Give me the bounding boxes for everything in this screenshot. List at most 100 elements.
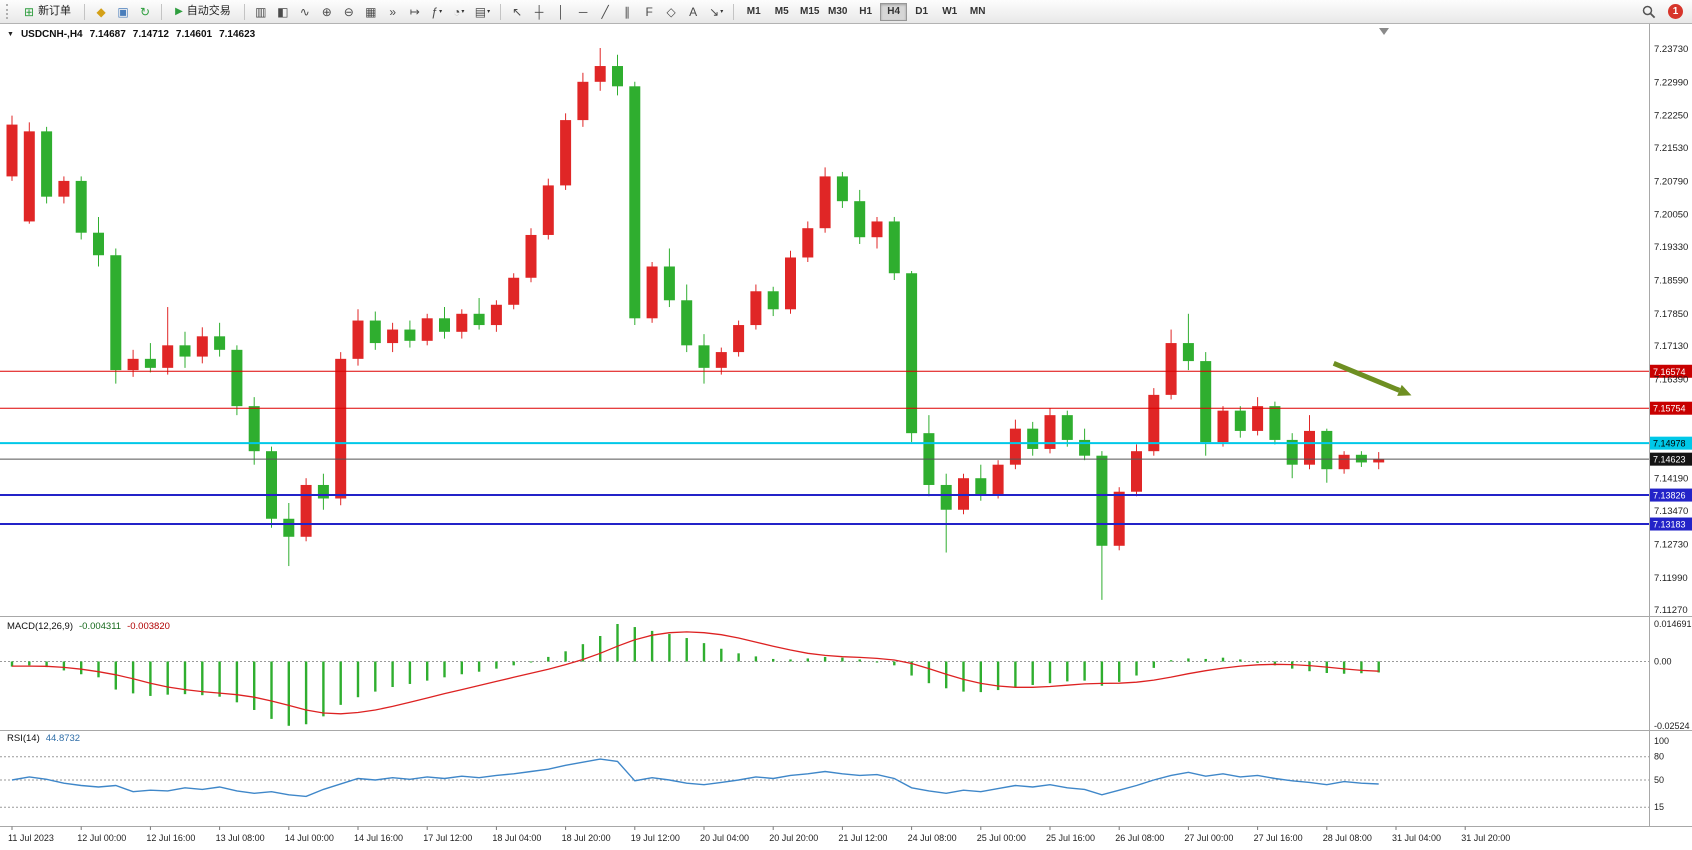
svg-text:50: 50 [1654,775,1664,785]
crosshair-button[interactable]: ┼ [529,2,549,22]
arrow-tools-button[interactable]: ↘ ▾ [705,2,727,22]
autotrading-button[interactable]: ▶ 自动交易 [168,2,238,22]
macd-signal-value: -0.003820 [127,621,170,632]
svg-text:100: 100 [1654,736,1669,746]
trendline-button[interactable]: ╱ [595,2,615,22]
toolbar-separator [84,3,86,20]
autotrading-label: 自动交易 [186,5,231,17]
text-button[interactable]: A [683,2,703,22]
arrow-tools-icon: ↘ [709,4,720,19]
tile-windows-button[interactable]: ▦ [361,2,381,22]
crosshair-icon: ┼ [534,4,544,19]
timeframe-button-h1[interactable]: H1 [852,3,879,21]
zoom-out-button[interactable]: ⊖ [339,2,359,22]
svg-text:12 Jul 16:00: 12 Jul 16:00 [146,833,195,843]
svg-text:18 Jul 20:00: 18 Jul 20:00 [562,833,611,843]
timeframe-button-mn[interactable]: MN [964,3,991,21]
line-chart-button[interactable]: ∿ [295,2,315,22]
autotrading-play-icon: ▶ [175,5,183,17]
shapes-button[interactable]: ◇ [661,2,681,22]
auto-scroll-button[interactable]: » [383,2,403,22]
time-axis: 11 Jul 2023 12 Jul 00:00 12 Jul 16:00 13 Ju… [8,826,1510,843]
svg-text:7.15754: 7.15754 [1653,404,1686,414]
horizontal-line-button[interactable]: ─ [573,2,593,22]
timeframe-button-h4[interactable]: H4 [880,2,908,21]
market-watch-icon: ◆ [96,4,106,19]
svg-text:17 Jul 12:00: 17 Jul 12:00 [423,833,472,843]
svg-text:7.13470: 7.13470 [1654,506,1688,517]
hlines-layer: 7.16574 7.15754 7.14978 7.14623 7.13826 7.131… [0,364,1692,531]
data-window-button[interactable]: ▣ [113,2,133,22]
svg-text:7.13183: 7.13183 [1653,520,1686,530]
chevron-down-icon: ▾ [487,8,491,15]
toolbar-separator [161,3,163,20]
svg-text:27 Jul 16:00: 27 Jul 16:00 [1254,833,1303,843]
svg-text:7.14978: 7.14978 [1653,439,1686,449]
new-order-icon: ⊞ [24,4,35,19]
timeframe-button-w1[interactable]: W1 [936,3,963,21]
zoom-in-icon: ⊕ [321,4,332,19]
svg-text:7.20790: 7.20790 [1654,176,1688,187]
svg-text:7.20050: 7.20050 [1654,210,1688,221]
notification-badge[interactable]: 1 [1668,4,1683,19]
bars-chart-icon: ▥ [255,4,267,19]
svg-text:7.18590: 7.18590 [1654,275,1688,286]
symbol-dropdown-icon[interactable]: ▼ [7,31,14,38]
svg-text:26 Jul 08:00: 26 Jul 08:00 [1115,833,1164,843]
timeframe-button-m5[interactable]: M5 [768,3,795,21]
timeframe-button-m15[interactable]: M15 [796,3,823,21]
vertical-line-button[interactable]: │ [551,2,571,22]
svg-text:7.12730: 7.12730 [1654,539,1688,550]
svg-text:7.14190: 7.14190 [1654,474,1688,485]
svg-text:7.14623: 7.14623 [1653,455,1686,465]
zoom-in-button[interactable]: ⊕ [317,2,337,22]
svg-text:7.13826: 7.13826 [1653,491,1686,501]
svg-text:7.11990: 7.11990 [1654,573,1688,584]
cursor-button[interactable]: ↖ [507,2,527,22]
indicators-button[interactable]: ƒ ▾ [427,2,447,22]
timeframe-button-m30[interactable]: M30 [824,3,851,21]
navigator-button[interactable]: ↻ [135,2,155,22]
periods-button[interactable]: ◔ ▾ [449,2,469,22]
svg-text:28 Jul 08:00: 28 Jul 08:00 [1323,833,1372,843]
panel-borders [0,24,1692,827]
svg-text:31 Jul 20:00: 31 Jul 20:00 [1461,833,1510,843]
macd-main-value: -0.004311 [79,621,122,632]
svg-text:-0.02524: -0.02524 [1654,721,1690,731]
timeframe-button-d1[interactable]: D1 [908,3,935,21]
svg-text:24 Jul 08:00: 24 Jul 08:00 [908,833,957,843]
search-button[interactable] [1638,2,1660,22]
fibonacci-button[interactable]: F [639,2,659,22]
channel-button[interactable]: ∥ [617,2,637,22]
svg-text:7.21530: 7.21530 [1654,143,1688,154]
svg-text:7.17850: 7.17850 [1654,309,1688,320]
candles-chart-button[interactable]: ◧ [273,2,293,22]
ohlc-close: 7.14623 [219,29,256,40]
svg-text:11 Jul 2023: 11 Jul 2023 [8,833,54,843]
svg-text:7.22250: 7.22250 [1654,111,1688,122]
toolbar-separator [243,3,245,20]
bars-chart-button[interactable]: ▥ [251,2,271,22]
svg-text:25 Jul 00:00: 25 Jul 00:00 [977,833,1026,843]
channel-icon: ∥ [624,4,631,19]
svg-text:14 Jul 00:00: 14 Jul 00:00 [285,833,334,843]
timeframe-button-m1[interactable]: M1 [740,3,767,21]
chart-shift-button[interactable]: ↦ [405,2,425,22]
ohlc-low: 7.14601 [175,29,213,40]
new-order-button[interactable]: ⊞ 新订单 [17,2,78,22]
svg-text:25 Jul 16:00: 25 Jul 16:00 [1046,833,1095,843]
tile-windows-icon: ▦ [365,4,377,19]
svg-text:21 Jul 12:00: 21 Jul 12:00 [838,833,887,843]
svg-text:20 Jul 04:00: 20 Jul 04:00 [700,833,749,843]
toolbar-grip[interactable] [6,4,11,19]
svg-text:12 Jul 00:00: 12 Jul 00:00 [77,833,126,843]
svg-text:14 Jul 16:00: 14 Jul 16:00 [354,833,403,843]
templates-button[interactable]: ▤ ▾ [471,2,494,22]
candles-chart-icon: ◧ [277,4,289,19]
svg-text:15: 15 [1654,802,1664,812]
rsi-indicator-label: RSI(14) 44.8732 [7,733,80,744]
market-watch-button[interactable]: ◆ [91,2,111,22]
macd-layer: 0.014691 0.00 -0.02524 [0,619,1692,731]
data-window-icon: ▣ [117,4,129,19]
